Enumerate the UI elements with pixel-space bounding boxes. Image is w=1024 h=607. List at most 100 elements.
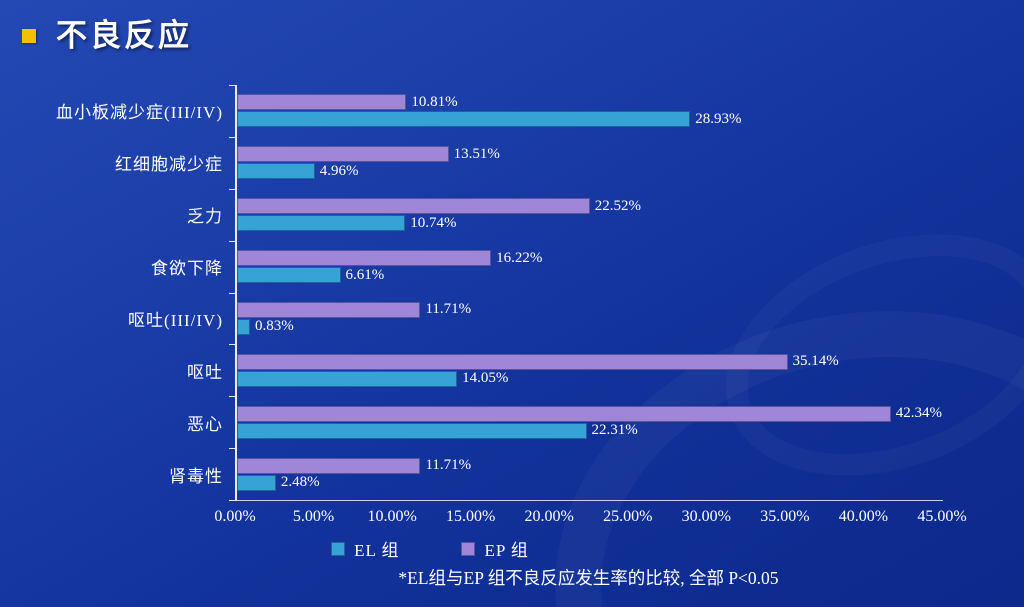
category-label: 食欲下降	[151, 259, 223, 279]
y-tick-mark	[229, 136, 235, 138]
x-tick-label: 45.00%	[917, 508, 967, 525]
category-label: 呕吐(III/IV)	[128, 310, 223, 330]
bar-value-label: 14.05%	[462, 370, 509, 387]
el-group-bar	[237, 370, 458, 387]
footnote: *EL组与EP 组不良反应发生率的比较, 全部 P<0.05	[398, 568, 779, 588]
el-group-bar	[237, 318, 250, 335]
ep-group-bar	[237, 301, 421, 318]
bar-line: 14.05%	[237, 370, 942, 387]
bar-line: 42.34%	[237, 405, 942, 422]
category-row: 血小板减少症(III/IV) 10.81% 28.93%	[0, 85, 942, 137]
y-tick-mark	[229, 396, 235, 398]
bar-group: 10.81% 28.93%	[235, 94, 942, 128]
category-row: 乏力 22.52% 10.74%	[0, 189, 942, 241]
legend-swatch-icon	[461, 541, 476, 556]
y-tick-mark	[229, 292, 235, 294]
bar-group: 35.14% 14.05%	[235, 353, 942, 387]
bar-line: 10.74%	[237, 215, 942, 232]
bar-line: 13.51%	[237, 146, 942, 163]
bar-line: 22.31%	[237, 422, 942, 439]
x-tick-label: 15.00%	[445, 508, 496, 525]
bar-line: 11.71%	[237, 301, 942, 318]
ep-group-bar	[237, 405, 891, 422]
el-group-bar	[237, 267, 341, 284]
ep-group-bar	[237, 250, 492, 267]
x-tick-label: 0.00%	[214, 508, 256, 525]
bar-value-label: 2.48%	[280, 474, 320, 491]
category-row: 肾毒性 11.71% 2.48%	[0, 448, 942, 500]
bar-line: 16.22%	[237, 250, 942, 267]
bar-group: 42.34% 22.31%	[235, 405, 942, 439]
legend-label: EP 组	[484, 541, 529, 560]
el-group-bar	[237, 215, 406, 232]
x-axis-line	[235, 500, 943, 501]
category-label: 恶心	[187, 414, 223, 434]
el-group-bar	[237, 474, 276, 491]
ep-group-bar	[237, 94, 407, 111]
bar-value-label: 22.52%	[594, 197, 642, 214]
el-group-bar	[237, 422, 587, 439]
bar-value-label: 4.96%	[319, 162, 359, 179]
bar-value-label: 42.34%	[895, 405, 942, 422]
category-label: 肾毒性	[169, 466, 223, 486]
x-axis-labels: 0.00% 5.00% 10.00% 15.00% 20.00% 25.00% 30.00%…	[214, 508, 966, 530]
bar-value-label: 11.71%	[425, 301, 472, 318]
legend-swatch-icon	[331, 541, 346, 556]
title-row: 不良反应	[22, 10, 192, 55]
category-label: 呕吐	[187, 362, 223, 382]
chart-legend: EL 组 EP 组	[0, 536, 860, 561]
x-tick-label: 40.00%	[838, 508, 889, 525]
page-title: 不良反应	[56, 18, 192, 53]
bar-value-label: 13.51%	[453, 145, 500, 162]
bar-value-label: 35.14%	[792, 353, 839, 370]
category-label: 血小板减少症(III/IV)	[56, 103, 223, 123]
bar-line: 2.48%	[237, 474, 942, 491]
bullet-square-icon	[22, 28, 36, 43]
ep-group-bar	[237, 146, 449, 163]
bar-group: 16.22% 6.61%	[235, 250, 942, 284]
bar-value-label: 28.93%	[695, 110, 742, 127]
bar-value-label: 22.31%	[591, 422, 638, 439]
x-tick-label: 5.00%	[292, 508, 335, 525]
y-axis-line	[235, 85, 237, 501]
bar-value-label: 16.22%	[496, 249, 543, 266]
bar-line: 28.93%	[237, 111, 942, 128]
category-row: 食欲下降 16.22% 6.61%	[0, 241, 942, 293]
bar-line: 4.96%	[237, 163, 942, 180]
bar-group: 11.71% 0.83%	[235, 301, 942, 335]
bar-group: 22.52% 10.74%	[235, 198, 942, 232]
legend-item: EL 组	[331, 536, 399, 561]
category-row: 呕吐(III/IV) 11.71% 0.83%	[0, 293, 942, 345]
x-tick-label: 35.00%	[760, 508, 810, 525]
bar-value-label: 10.81%	[411, 93, 458, 110]
bar-group: 13.51% 4.96%	[235, 146, 942, 180]
category-row: 恶心 42.34% 22.31%	[0, 396, 942, 448]
x-tick-label: 20.00%	[524, 508, 574, 525]
x-tick-label: 25.00%	[603, 508, 653, 525]
ep-group-bar	[237, 353, 788, 370]
bar-value-label: 0.83%	[255, 318, 294, 335]
y-tick-mark	[229, 448, 235, 450]
bar-line: 0.83%	[237, 318, 942, 335]
el-group-bar	[237, 163, 315, 180]
bar-value-label: 11.71%	[425, 457, 472, 474]
y-tick-mark	[229, 85, 235, 86]
category-label: 红细胞减少症	[115, 155, 223, 175]
y-tick-mark	[229, 500, 235, 501]
legend-item: EP 组	[461, 536, 528, 561]
bar-value-label: 10.74%	[410, 214, 457, 231]
ep-group-bar	[237, 198, 590, 215]
bar-line: 35.14%	[237, 353, 942, 370]
category-row: 呕吐 35.14% 14.05%	[0, 344, 942, 396]
bar-group: 11.71% 2.48%	[235, 457, 942, 491]
bar-value-label: 6.61%	[345, 266, 385, 283]
y-tick-mark	[229, 344, 235, 346]
chart-rows: 血小板减少症(III/IV) 10.81% 28.93% 红细胞减少症 13.51% 4.…	[0, 85, 942, 500]
el-group-bar	[237, 111, 691, 128]
bar-line: 11.71%	[237, 457, 942, 474]
x-tick-label: 10.00%	[367, 508, 417, 525]
bar-line: 6.61%	[237, 267, 942, 284]
y-tick-mark	[229, 188, 235, 190]
y-tick-mark	[229, 240, 235, 242]
